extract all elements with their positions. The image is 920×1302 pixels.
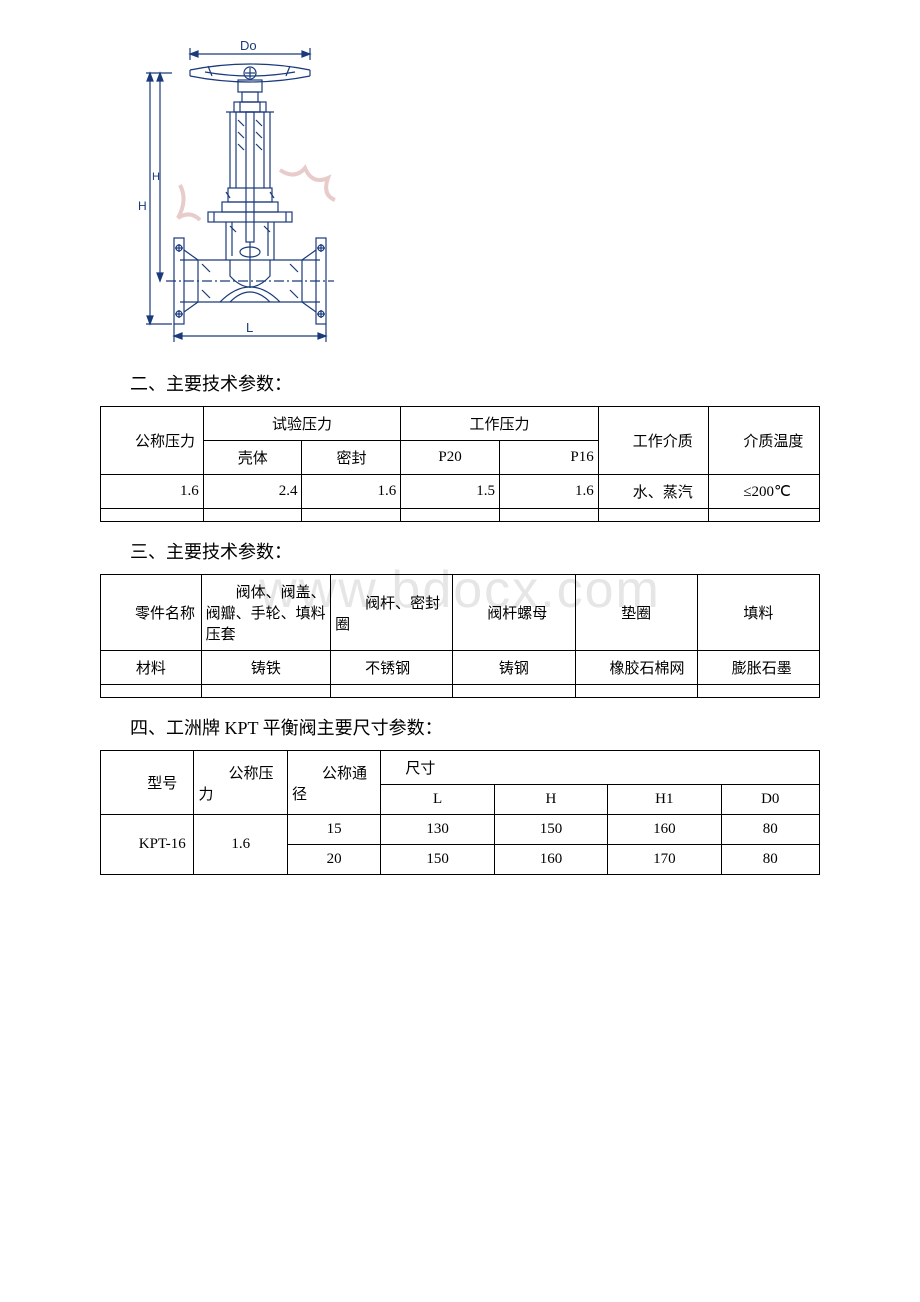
svg-text:L: L [246,320,253,335]
t4-model: KPT-16 [109,836,186,853]
t3-v-label: 材料 [101,651,202,685]
t2-v-temp: ≤200℃ [713,482,791,501]
t2-h-seal: 密封 [306,447,366,468]
t4-r1-dn: 20 [287,845,380,875]
table-tech-params-1: 公称压力 试验压力 工作压力 工作介质 介质温度 壳体 密封 P20 P16 1… [100,406,820,522]
t3-v-c3: 不锈钢 [335,657,410,678]
t3-h-c2: 阀体、阀盖、阀瓣、手轮、填料压套 [206,581,326,644]
section2-heading: 二、主要技术参数： [130,370,820,396]
t2-h-p20: P20 [401,441,500,475]
t2-h-nominal: 公称压力 [105,430,195,451]
t3-h-c4: 阀杆螺母 [457,602,547,623]
t2-v-shell: 2.4 [203,475,302,509]
t2-h-work: 工作压力 [401,407,599,441]
t2-v-nominal: 1.6 [101,475,204,509]
t2-v-p20: 1.5 [401,475,500,509]
t2-h-p16: P16 [499,441,598,475]
t4-h-pressure: 公称压力 [198,762,282,804]
t2-v-medium: 水、蒸汽 [603,481,693,502]
t3-v-c5: 橡胶石棉网 [580,657,685,678]
t4-pressure: 1.6 [194,815,287,875]
t4-r1-H1: 170 [608,845,721,875]
t2-v-seal: 1.6 [302,475,401,509]
t4-r1-L: 150 [381,845,494,875]
t4-r1-H: 160 [494,845,607,875]
t3-v-c2: 铸铁 [201,651,330,685]
table-tech-params-2: 零件名称 阀体、阀盖、阀瓣、手轮、填料压套 阀杆、密封圈 阀杆螺母 垫圈 填料 … [100,574,820,698]
t3-h-part: 零件名称 [105,602,195,623]
t3-v-c6: 膨胀石墨 [702,657,792,678]
t3-v-c4: 铸钢 [453,651,575,685]
t4-r0-H: 150 [494,815,607,845]
t3-h-c5: 垫圈 [575,575,697,651]
svg-text:H: H [138,199,147,213]
t4-h-dims: 尺寸 [381,751,820,785]
t2-h-temp: 介质温度 [713,430,803,451]
t2-v-p16: 1.6 [499,475,598,509]
section4-heading: 四、工洲牌 KPT 平衡阀主要尺寸参数： [130,714,820,740]
t4-r0-dn: 15 [287,815,380,845]
t4-r0-D0: 80 [721,815,819,845]
valve-diagram: Do [130,40,360,350]
t4-h-dn: 公称通径 [292,762,376,804]
t4-h-model: 型号 [117,772,177,793]
t4-h-D0: D0 [721,785,819,815]
t4-r0-L: 130 [381,815,494,845]
t4-r0-H1: 160 [608,815,721,845]
t2-h-medium: 工作介质 [603,430,693,451]
t2-h-test: 试验压力 [203,407,401,441]
table-dimensions: 型号 公称压力 公称通径 尺寸 L H H1 D0 KPT-16 1.6 15 … [100,750,820,875]
t4-r1-D0: 80 [721,845,819,875]
t3-h-c6: 填料 [697,575,819,651]
section3-heading: 三、主要技术参数： [130,538,820,564]
svg-text:Do: Do [240,40,257,53]
t3-h-c3: 阀杆、密封圈 [335,592,448,634]
t2-h-shell: 壳体 [208,447,268,468]
t4-h-H1: H1 [608,785,721,815]
svg-text:H: H [152,171,160,183]
t4-h-H: H [494,785,607,815]
t4-h-L: L [381,785,494,815]
